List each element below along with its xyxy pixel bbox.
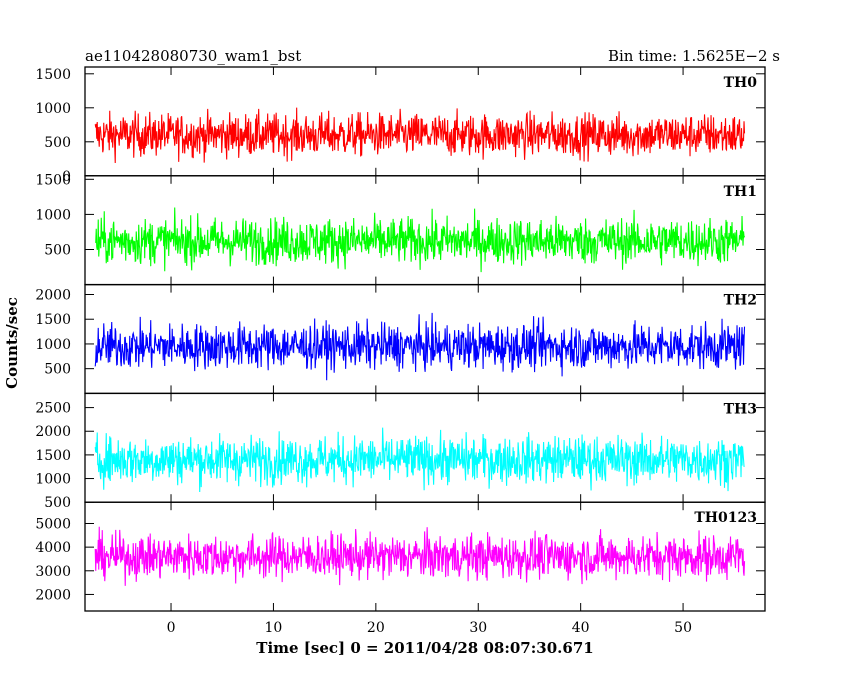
y-tick-label: 1500 [35,312,71,328]
y-tick-label: 3000 [35,564,71,580]
panel-th0: 0 500 1000 1500 TH0 [35,66,766,185]
panel-th3: 500 1000 1500 2000 2500 TH3 [35,392,766,511]
y-axis-label: Counts/sec [3,297,21,389]
x-tick-label: 30 [469,620,487,636]
y-tick-label: 2000 [35,287,71,303]
x-tick-label: 10 [265,620,283,636]
series-th3 [94,427,745,493]
x-tick-label: 20 [367,620,385,636]
x-tick-label: 40 [572,620,590,636]
x-tick-label: 50 [674,620,692,636]
x-axis: 0 10 20 30 40 50 [167,620,692,636]
panel-label: TH2 [724,293,757,309]
y-tick-label: 2000 [35,587,71,603]
panel-frame [84,66,766,177]
panels-group: 0 500 1000 1500 TH0 500 1000 1500 TH1 500 1000 1500… [35,66,766,612]
y-tick-label: 1000 [35,472,71,488]
series-th2 [94,312,746,381]
y-tick-label: 1000 [35,207,71,223]
bin-time-label: Bin time: 1.5625E−2 s [608,47,780,65]
y-tick-label: 1500 [35,67,71,83]
panel-label: TH0 [724,75,758,91]
series-th0 [94,107,746,163]
y-tick-label: 500 [44,135,71,151]
y-tick-label: 500 [44,495,71,511]
panel-frame [84,501,766,612]
y-tick-label: 1000 [35,101,71,117]
panel-label: TH3 [724,401,757,417]
panel-label: TH0123 [694,510,757,526]
y-tick-label: 1000 [35,337,71,353]
y-tick-label: 4000 [35,540,71,556]
y-tick-label: 500 [44,362,71,378]
y-tick-label: 1500 [35,172,71,188]
figure-title: ae110428080730_wam1_bst [85,47,301,65]
y-tick-label: 1500 [35,448,71,464]
panel-th2: 500 1000 1500 2000 TH2 [35,283,766,395]
y-tick-label: 2000 [35,424,71,440]
panel-th1: 500 1000 1500 TH1 [35,172,766,286]
x-axis-label: Time [sec] 0 = 2011/04/28 08:07:30.671 [256,639,593,657]
y-tick-label: 500 [44,243,71,259]
panel-th0123: 2000 3000 4000 5000 TH0123 [35,501,766,612]
series-th0123 [94,526,746,586]
panel-label: TH1 [724,184,757,200]
y-tick-label: 0 [62,169,71,185]
series-th1 [94,207,746,273]
y-tick-label: 5000 [35,516,71,532]
x-tick-label: 0 [167,620,176,636]
y-tick-label: 2500 [35,401,71,417]
